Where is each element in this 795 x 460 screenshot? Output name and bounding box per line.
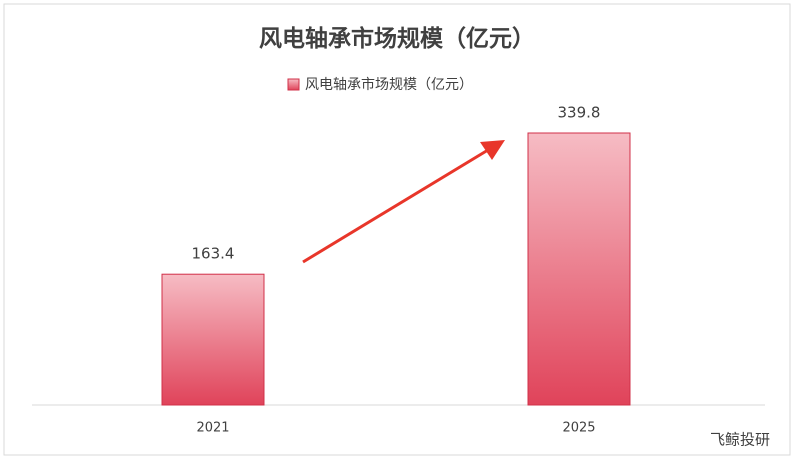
frame (3, 3, 791, 456)
x-tick-label: 2025 (562, 421, 595, 436)
bar (527, 132, 631, 406)
watermark: 飞鲸投研 (710, 431, 770, 449)
value-label: 163.4 (192, 245, 235, 263)
value-label: 339.8 (558, 104, 601, 122)
legend-label: 风电轴承市场规模（亿元） (305, 76, 473, 93)
x-tick-label: 2021 (196, 421, 229, 436)
chart-title: 风电轴承市场规模（亿元） (259, 25, 535, 52)
legend-swatch (287, 78, 300, 91)
bar (161, 273, 265, 406)
trend-arrow (302, 140, 505, 264)
